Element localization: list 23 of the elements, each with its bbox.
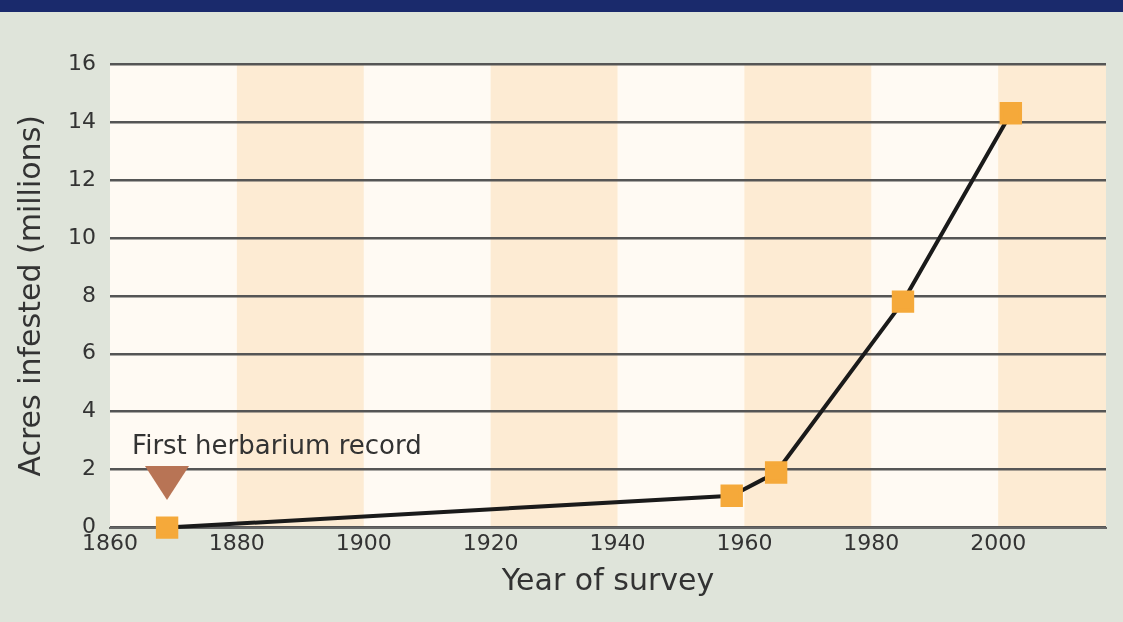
- x-tick-label: 1920: [462, 529, 519, 555]
- y-tick-label: 16: [67, 49, 96, 75]
- point: [720, 484, 743, 507]
- x-tick-label: 1960: [716, 529, 773, 555]
- x-tick-label: 1980: [843, 529, 900, 555]
- y-axis-title: Acres infested (millions): [11, 115, 47, 477]
- x-tick-label: 1900: [335, 529, 392, 555]
- y-tick-label: 2: [81, 455, 96, 481]
- y-tick-label: 12: [67, 165, 96, 191]
- y-tick-label: 6: [81, 339, 96, 365]
- annotation: First herbarium record: [132, 429, 422, 460]
- y-tick-label: 10: [67, 223, 96, 249]
- point: [155, 516, 179, 539]
- y-tick-label: 14: [67, 107, 96, 133]
- point: [764, 461, 788, 484]
- x-tick-label: 2000: [970, 529, 1027, 555]
- x-axis-title: Year of survey: [500, 561, 715, 597]
- point: [891, 290, 915, 313]
- point: [999, 102, 1023, 125]
- x-tick-label: 1880: [208, 529, 265, 555]
- x-tick-label: 1940: [589, 529, 646, 555]
- y-tick-label: 4: [81, 397, 96, 423]
- y-tick-label: 8: [81, 281, 96, 307]
